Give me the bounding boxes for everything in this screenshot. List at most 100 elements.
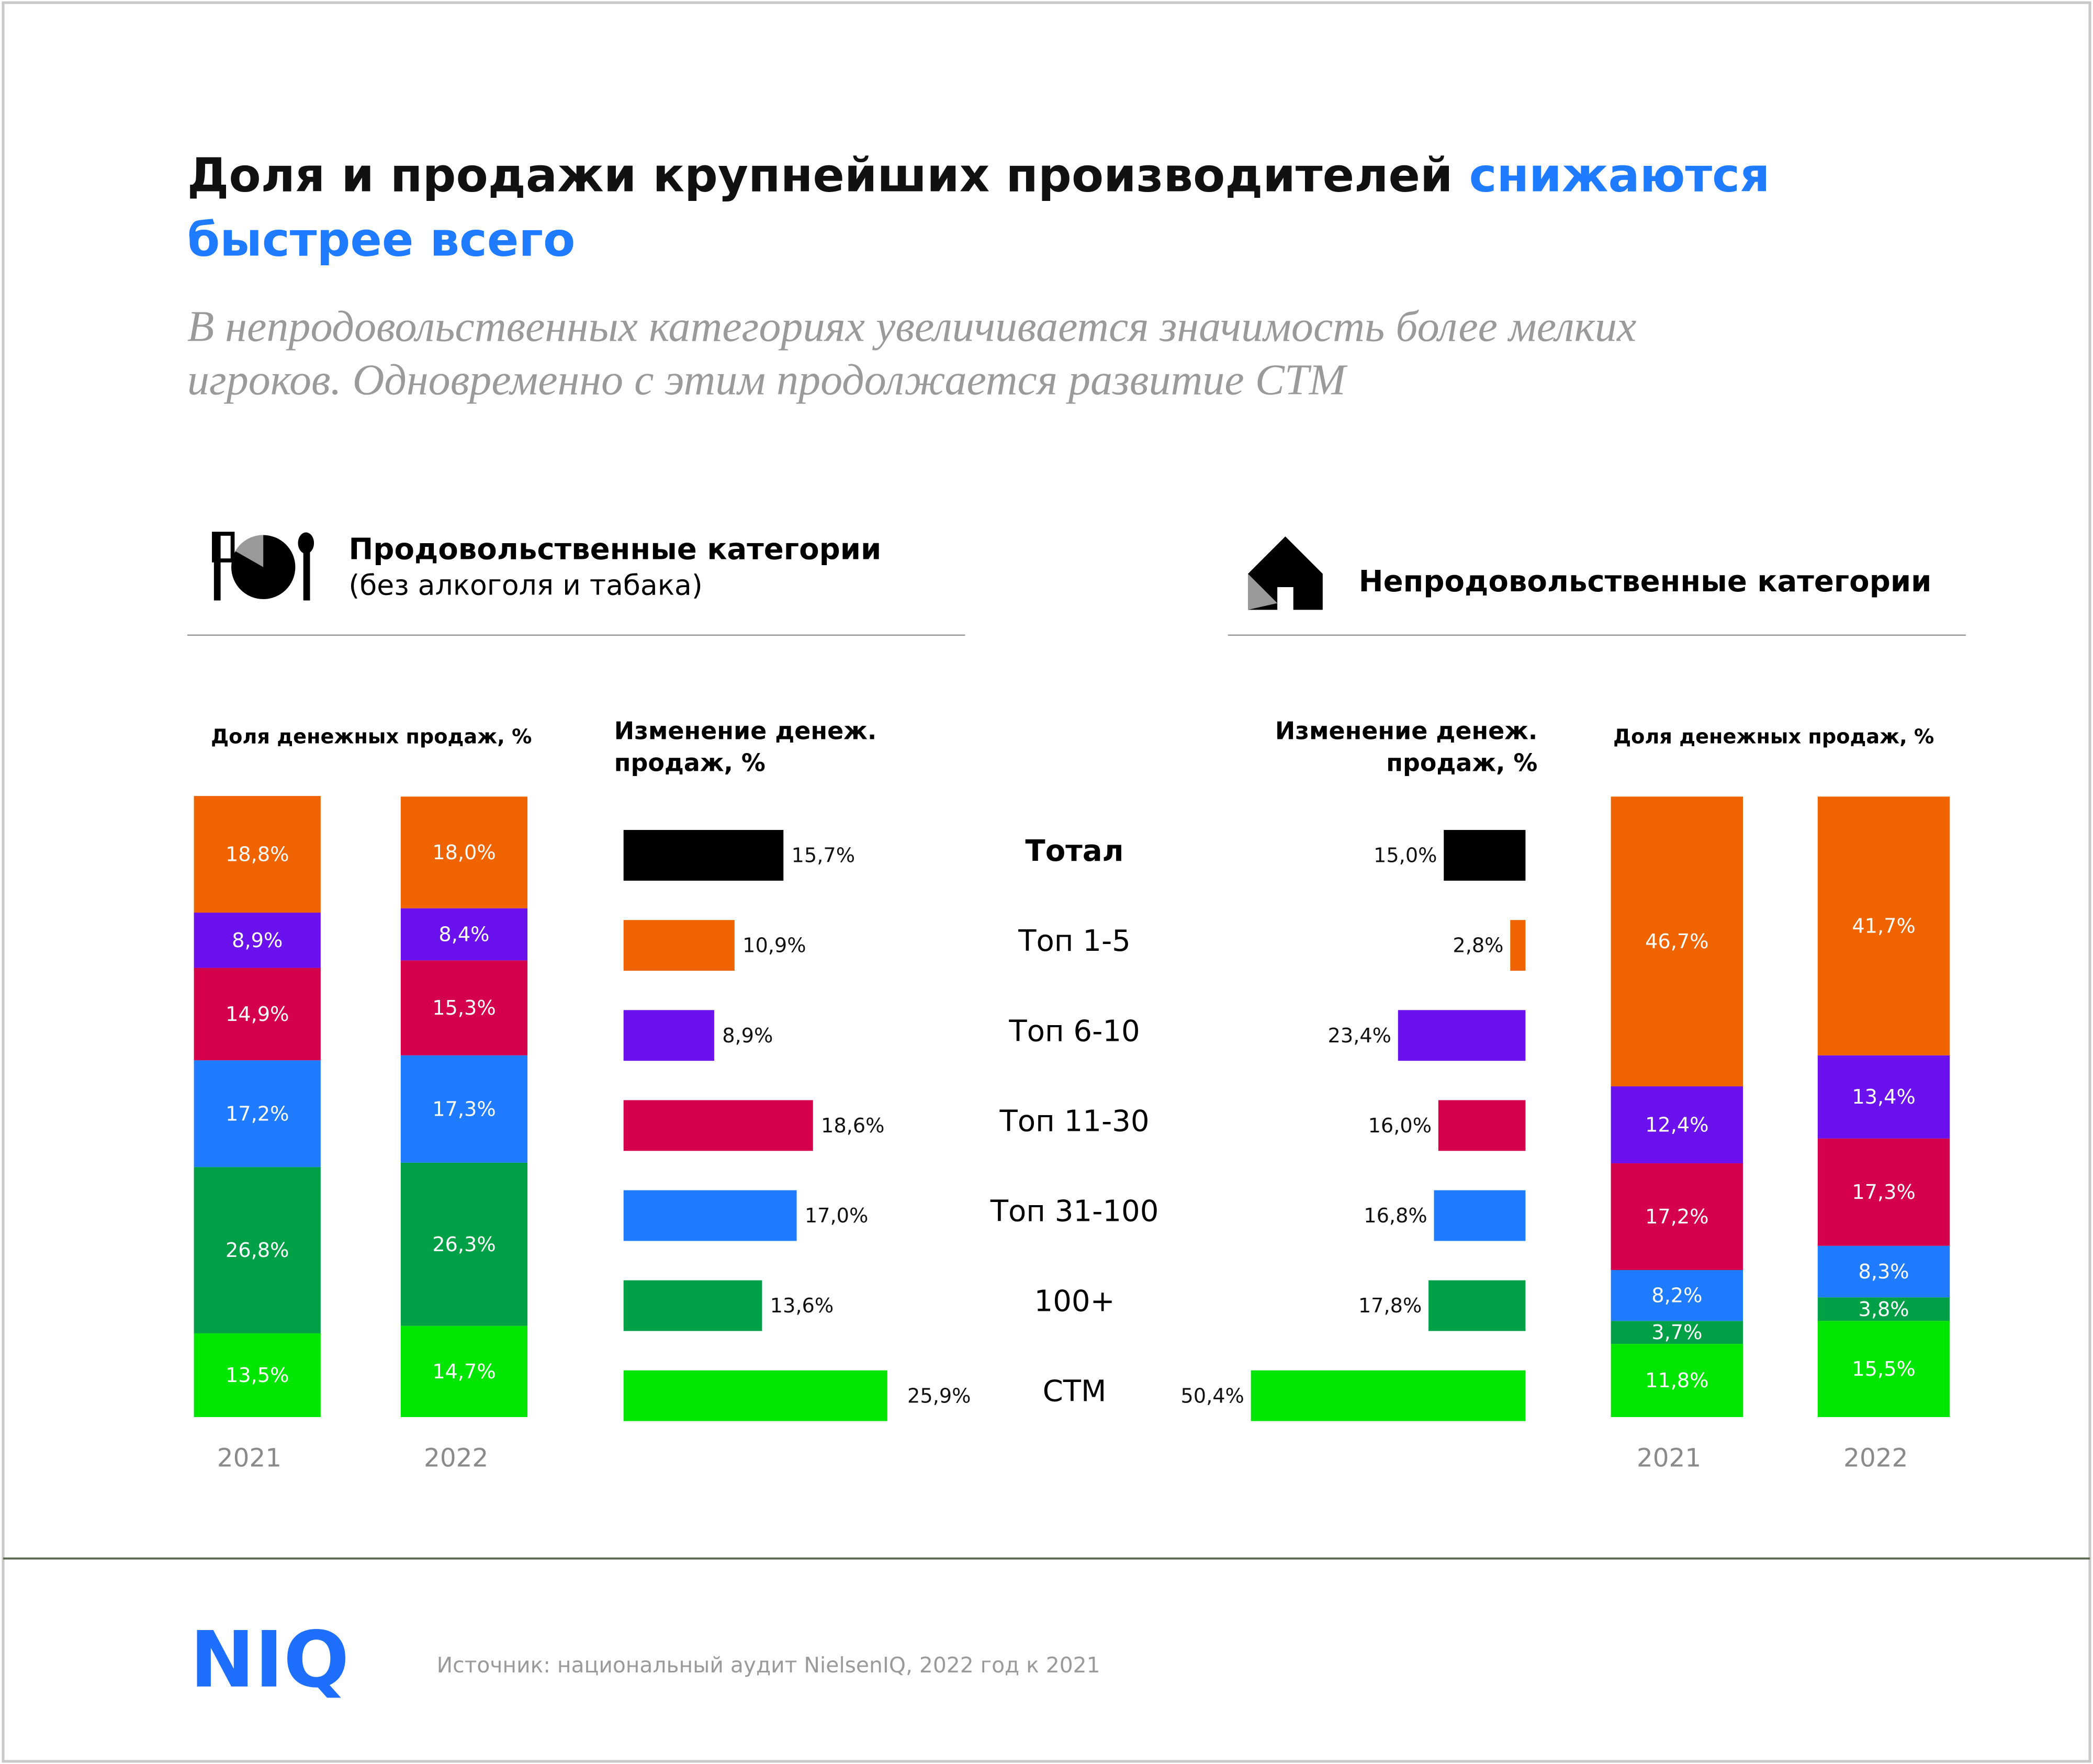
chart-title: Доля денежных продаж, % bbox=[1613, 726, 1934, 749]
bar-segment bbox=[400, 1162, 528, 1326]
value-label: 46,7% bbox=[1645, 930, 1708, 953]
value-label: 15,7% bbox=[792, 845, 855, 868]
group-label: Топ 31-100 bbox=[990, 1195, 1159, 1229]
bar-segment bbox=[400, 960, 528, 1055]
bar-segment bbox=[400, 1055, 528, 1163]
chart-title: Изменение денеж. bbox=[1275, 716, 1537, 745]
subtitle: В непродовольственных категориях увеличи… bbox=[187, 302, 1637, 351]
bar-segment bbox=[1611, 1321, 1743, 1344]
x-tick-label: 2021 bbox=[217, 1444, 282, 1473]
title-highlight: снижаются bbox=[1469, 149, 1770, 203]
chart-title: продаж, % bbox=[614, 749, 766, 777]
value-label: 15,3% bbox=[432, 997, 496, 1020]
bar-segment bbox=[194, 1333, 321, 1418]
value-label: 17,3% bbox=[1852, 1181, 1915, 1204]
x-tick-label: 2021 bbox=[1637, 1444, 1701, 1473]
bar-segment bbox=[1817, 1055, 1950, 1139]
bar-segment bbox=[1817, 1321, 1950, 1418]
value-label: 14,7% bbox=[432, 1361, 496, 1384]
logo: NIQ bbox=[190, 1615, 349, 1705]
value-label: 17,8% bbox=[1358, 1295, 1422, 1318]
bar bbox=[1438, 1100, 1526, 1151]
bar bbox=[1510, 920, 1526, 971]
value-label: 10,9% bbox=[742, 935, 806, 958]
bar bbox=[623, 1370, 887, 1421]
bar-segment bbox=[194, 913, 321, 968]
value-label: 25,9% bbox=[907, 1385, 971, 1408]
value-label: 2,8% bbox=[1453, 935, 1503, 958]
value-label: 8,4% bbox=[438, 924, 489, 947]
chart-title: продаж, % bbox=[1386, 749, 1537, 777]
group-label: СТМ bbox=[1043, 1375, 1107, 1409]
bar-segment bbox=[1611, 1163, 1743, 1271]
bar-segment bbox=[1611, 1086, 1743, 1164]
value-label: 14,9% bbox=[226, 1003, 289, 1026]
group-label: Топ 6-10 bbox=[1008, 1014, 1140, 1048]
value-label: 16,8% bbox=[1364, 1205, 1427, 1228]
bar bbox=[1428, 1280, 1526, 1331]
bar-segment bbox=[194, 796, 321, 913]
bar bbox=[1398, 1010, 1526, 1061]
title: Доля и продажи крупнейших производителей… bbox=[187, 149, 1770, 203]
value-label: 8,9% bbox=[232, 929, 283, 952]
value-label: 13,5% bbox=[226, 1364, 289, 1387]
chart-title: Изменение денеж. bbox=[614, 716, 876, 745]
bar-segment bbox=[1817, 796, 1950, 1055]
bar-segment bbox=[1817, 1297, 1950, 1321]
value-label: 50,4% bbox=[1180, 1385, 1244, 1408]
value-label: 12,4% bbox=[1645, 1114, 1708, 1137]
bar bbox=[623, 920, 735, 971]
group-label: Топ 11-30 bbox=[999, 1104, 1150, 1138]
bar bbox=[623, 1280, 762, 1331]
value-label: 16,0% bbox=[1368, 1115, 1432, 1138]
value-label: 18,0% bbox=[432, 841, 496, 864]
chart-title: Доля денежных продаж, % bbox=[211, 726, 532, 749]
value-label: 13,4% bbox=[1852, 1086, 1915, 1109]
value-label: 13,6% bbox=[770, 1295, 834, 1318]
bar-segment bbox=[194, 1167, 321, 1333]
value-label: 15,5% bbox=[1852, 1358, 1915, 1381]
value-label: 41,7% bbox=[1852, 915, 1915, 938]
bar bbox=[623, 830, 784, 881]
panel-note: (без алкоголя и табака) bbox=[348, 569, 702, 602]
value-label: 8,3% bbox=[1859, 1261, 1909, 1284]
panel-title: Непродовольственные категории bbox=[1359, 565, 1932, 599]
food-icon bbox=[212, 532, 314, 601]
bar-segment bbox=[1611, 796, 1743, 1087]
home-icon bbox=[1248, 536, 1323, 610]
bar-segment bbox=[1611, 1344, 1743, 1418]
x-tick-label: 2022 bbox=[1843, 1444, 1908, 1473]
x-tick-label: 2022 bbox=[424, 1444, 488, 1473]
value-label: 17,2% bbox=[226, 1103, 289, 1126]
source: Источник: национальный аудит NielsenIQ, … bbox=[437, 1653, 1100, 1678]
value-label: 11,8% bbox=[1645, 1369, 1708, 1392]
value-label: 18,6% bbox=[821, 1115, 884, 1138]
title-text: Доля и продажи крупнейших производителей bbox=[187, 149, 1453, 203]
subtitle: игроков. Одновременно с этим продолжаетс… bbox=[187, 356, 1348, 405]
bar-segment bbox=[194, 968, 321, 1061]
value-label: 17,3% bbox=[432, 1098, 496, 1121]
panel-title: Продовольственные категории bbox=[348, 533, 881, 567]
title-highlight: быстрее всего bbox=[187, 212, 575, 267]
value-label: 18,8% bbox=[226, 844, 289, 867]
value-label: 26,8% bbox=[226, 1239, 289, 1262]
bar bbox=[1434, 1190, 1526, 1241]
bar-segment bbox=[400, 1325, 528, 1418]
bar-segment bbox=[1817, 1138, 1950, 1246]
value-label: 8,2% bbox=[1651, 1285, 1702, 1308]
bar bbox=[623, 1190, 797, 1241]
value-label: 23,4% bbox=[1328, 1025, 1391, 1048]
bar bbox=[1251, 1370, 1526, 1421]
group-label: 100+ bbox=[1034, 1285, 1115, 1319]
bar-segment bbox=[400, 796, 528, 908]
bar-segment bbox=[1817, 1245, 1950, 1298]
value-label: 17,2% bbox=[1645, 1206, 1708, 1229]
value-label: 17,0% bbox=[805, 1205, 868, 1228]
group-label: Тотал bbox=[1025, 834, 1123, 868]
value-label: 15,0% bbox=[1374, 845, 1437, 868]
bar-segment bbox=[1611, 1270, 1743, 1321]
value-label: 3,8% bbox=[1859, 1298, 1909, 1321]
bar-segment bbox=[194, 1060, 321, 1167]
